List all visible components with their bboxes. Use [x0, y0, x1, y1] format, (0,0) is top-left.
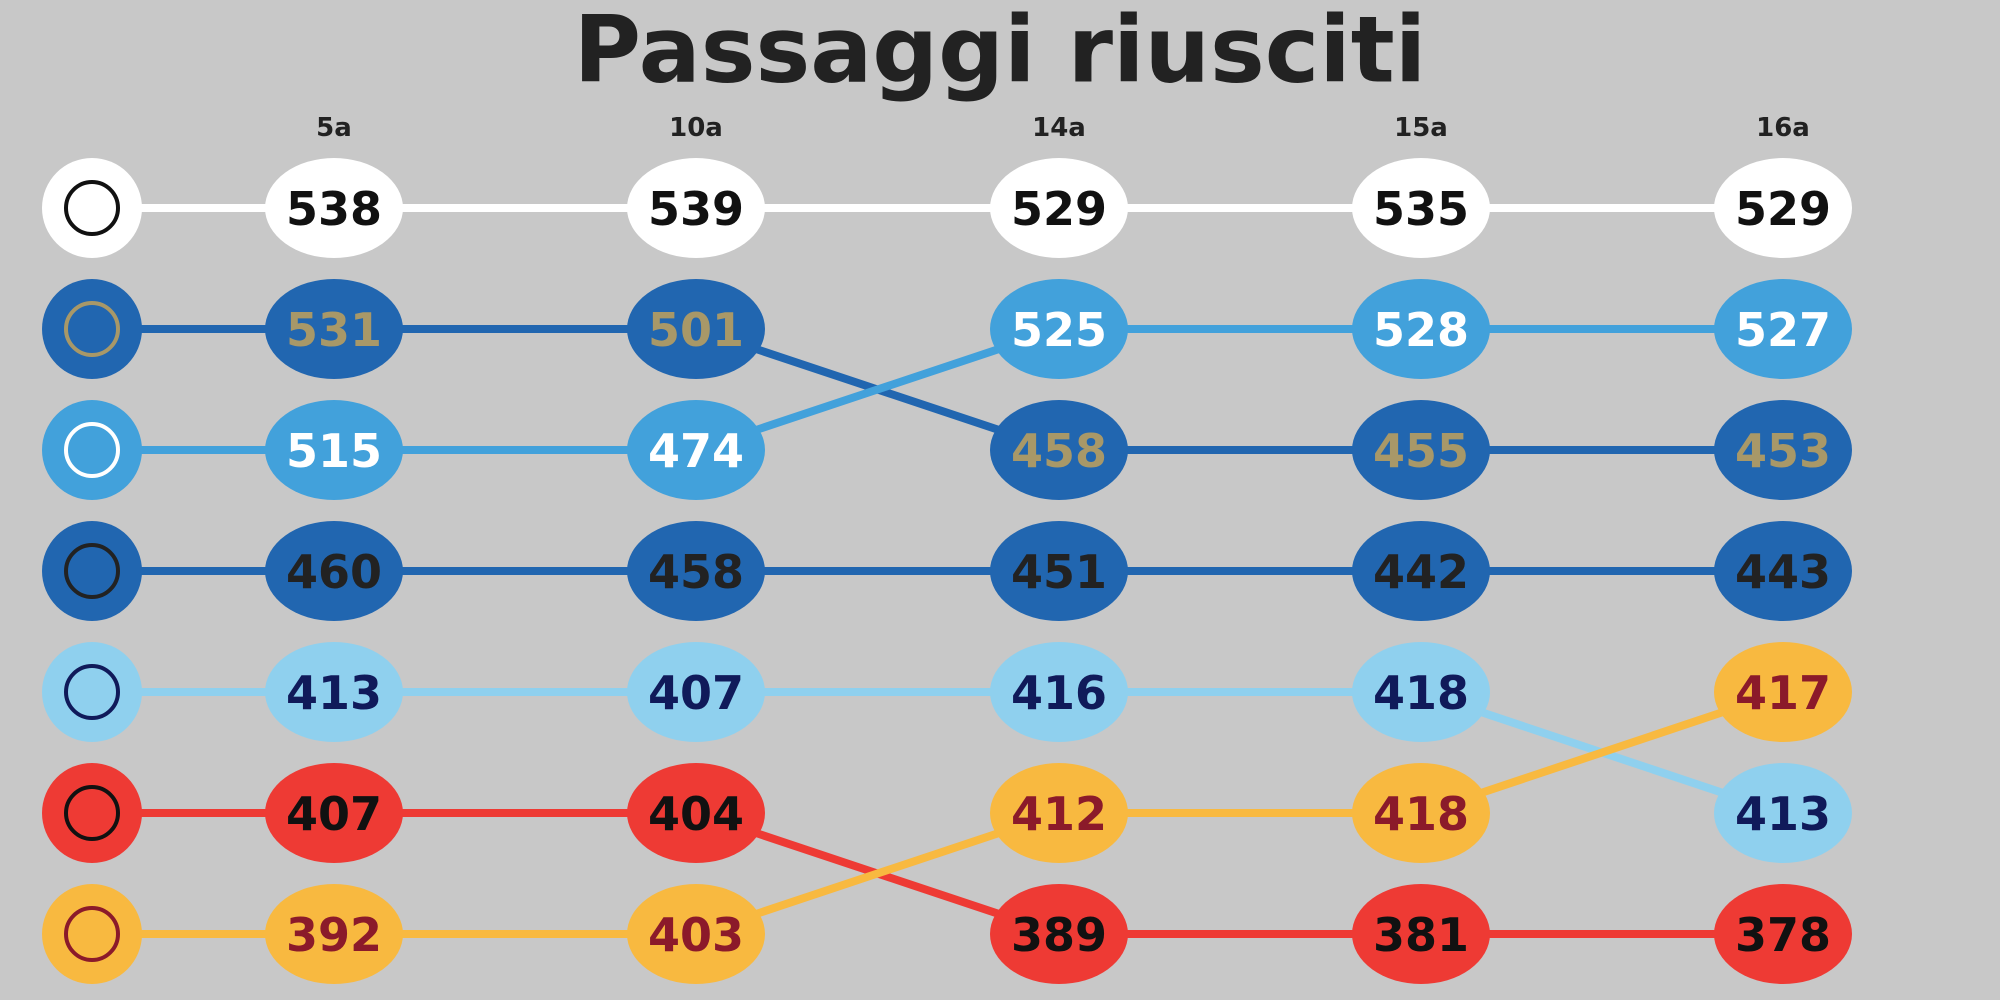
- team-logo: [42, 158, 142, 258]
- value-bubble: [990, 400, 1128, 500]
- value-bubble: [265, 279, 403, 379]
- value-bubble: [1352, 158, 1490, 258]
- value-bubble: [265, 642, 403, 742]
- value-bubble: [265, 158, 403, 258]
- team-logo-inner: [64, 785, 120, 841]
- column-header: 16a: [1756, 113, 1810, 143]
- value-bubble: [1714, 400, 1852, 500]
- value-bubble: [1714, 158, 1852, 258]
- value-bubble: [265, 763, 403, 863]
- value-label: 407: [286, 787, 382, 841]
- value-label: 539: [648, 182, 744, 236]
- team-logo: [42, 884, 142, 984]
- column-header: 15a: [1394, 113, 1448, 143]
- team-logo-inner: [64, 906, 120, 962]
- value-bubble: [1714, 521, 1852, 621]
- value-label: 381: [1373, 908, 1469, 962]
- value-label: 460: [286, 545, 382, 599]
- value-label: 416: [1011, 666, 1107, 720]
- value-bubble: [627, 521, 765, 621]
- marks: 538 539 529 535 529 531 501 458 455 453 515 474 525 5…: [42, 158, 1852, 984]
- value-bubble: [1352, 642, 1490, 742]
- value-label: 525: [1011, 303, 1107, 357]
- value-bubble: [990, 763, 1128, 863]
- value-label: 403: [648, 908, 744, 962]
- value-label: 458: [1011, 424, 1107, 478]
- value-bubble: [1714, 642, 1852, 742]
- value-bubble: [990, 279, 1128, 379]
- value-bubble: [1352, 521, 1490, 621]
- value-label: 527: [1735, 303, 1831, 357]
- team-logo: [42, 279, 142, 379]
- team-logo-inner: [64, 543, 120, 599]
- team-logo-inner: [64, 422, 120, 478]
- value-bubble: [627, 642, 765, 742]
- value-label: 501: [648, 303, 744, 357]
- value-bubble: [627, 763, 765, 863]
- value-bubble: [990, 884, 1128, 984]
- value-label: 529: [1735, 182, 1831, 236]
- chart-title: Passaggi riusciti: [574, 0, 1427, 104]
- value-bubble: [1352, 884, 1490, 984]
- team-logo: [42, 642, 142, 742]
- value-bubble: [265, 521, 403, 621]
- team-logo: [42, 763, 142, 863]
- value-label: 453: [1735, 424, 1831, 478]
- value-label: 515: [286, 424, 382, 478]
- value-label: 407: [648, 666, 744, 720]
- team-logo-inner: [64, 180, 120, 236]
- column-header: 10a: [669, 113, 723, 143]
- value-bubble: [265, 884, 403, 984]
- value-label: 451: [1011, 545, 1107, 599]
- value-bubble: [1352, 279, 1490, 379]
- value-bubble: [1352, 400, 1490, 500]
- value-label: 418: [1373, 787, 1469, 841]
- value-label: 455: [1373, 424, 1469, 478]
- value-bubble: [627, 400, 765, 500]
- team-logo-inner: [64, 664, 120, 720]
- value-label: 418: [1373, 666, 1469, 720]
- value-label: 535: [1373, 182, 1469, 236]
- value-bubble: [990, 521, 1128, 621]
- value-label: 417: [1735, 666, 1831, 720]
- value-bubble: [627, 279, 765, 379]
- value-bubble: [627, 884, 765, 984]
- team-logo: [42, 521, 142, 621]
- value-label: 392: [286, 908, 382, 962]
- team-logo-inner: [64, 301, 120, 357]
- value-label: 538: [286, 182, 382, 236]
- value-bubble: [1714, 884, 1852, 984]
- value-bubble: [990, 158, 1128, 258]
- value-label: 378: [1735, 908, 1831, 962]
- value-label: 529: [1011, 182, 1107, 236]
- value-label: 443: [1735, 545, 1831, 599]
- value-bubble: [990, 642, 1128, 742]
- value-label: 413: [1735, 787, 1831, 841]
- team-logo: [42, 400, 142, 500]
- value-bubble: [1352, 763, 1490, 863]
- value-label: 389: [1011, 908, 1107, 962]
- value-label: 442: [1373, 545, 1469, 599]
- value-label: 412: [1011, 787, 1107, 841]
- value-label: 531: [286, 303, 382, 357]
- value-label: 404: [648, 787, 744, 841]
- value-label: 458: [648, 545, 744, 599]
- value-label: 474: [648, 424, 744, 478]
- value-bubble: [1714, 763, 1852, 863]
- column-header: 5a: [316, 113, 352, 143]
- value-bubble: [265, 400, 403, 500]
- value-label: 413: [286, 666, 382, 720]
- value-bubble: [1714, 279, 1852, 379]
- value-bubble: [627, 158, 765, 258]
- column-header: 14a: [1032, 113, 1086, 143]
- value-label: 528: [1373, 303, 1469, 357]
